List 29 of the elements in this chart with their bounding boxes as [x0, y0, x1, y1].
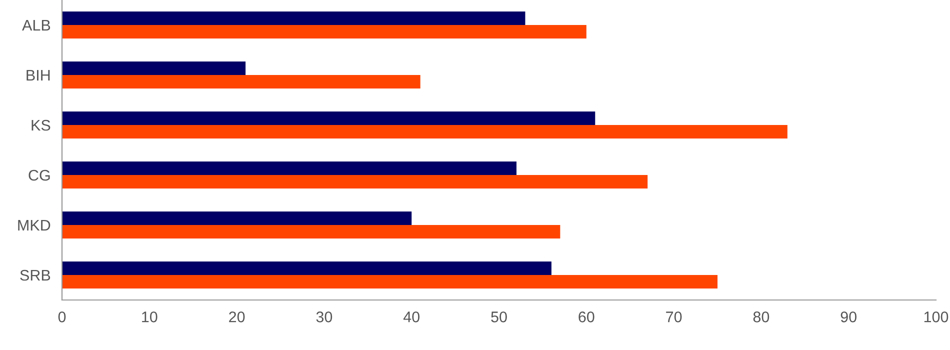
x-tick-label: 100	[924, 312, 948, 322]
bar	[62, 162, 516, 175]
y-tick-label: CG	[28, 170, 50, 181]
bar	[62, 12, 526, 25]
bar	[62, 75, 420, 88]
x-tick-label: 20	[229, 312, 245, 322]
bar	[62, 212, 412, 225]
x-tick-label: 80	[753, 312, 770, 322]
y-tick-label: KS	[32, 120, 50, 131]
x-tick-label: 60	[578, 312, 594, 322]
bar	[62, 62, 246, 75]
bar	[62, 225, 560, 238]
bar	[62, 112, 596, 125]
x-tick-label: 10	[142, 312, 158, 322]
x-tick-label: 50	[491, 312, 507, 322]
x-tick-label: 30	[316, 312, 332, 322]
y-tick-label: MKD	[18, 220, 50, 231]
bar	[62, 275, 718, 288]
x-tick-label: 70	[666, 312, 682, 322]
bar	[62, 262, 552, 275]
bar	[62, 125, 788, 138]
x-tick-label: 40	[403, 312, 420, 322]
y-tick-label: ALB	[22, 20, 50, 31]
x-tick-label: 90	[840, 312, 856, 322]
x-tick-label: 0	[58, 312, 66, 322]
y-tick-label: SRB	[20, 270, 50, 281]
bar	[62, 175, 648, 188]
bar	[62, 25, 586, 38]
y-tick-label: BIH	[26, 70, 50, 81]
